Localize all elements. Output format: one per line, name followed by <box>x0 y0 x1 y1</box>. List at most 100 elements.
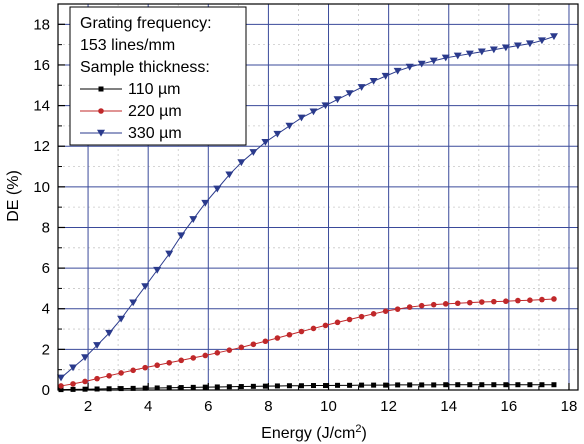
data-point <box>190 384 196 390</box>
data-point <box>322 322 329 329</box>
series-line <box>60 298 554 387</box>
data-point <box>429 57 438 65</box>
data-point <box>405 63 414 71</box>
data-point <box>286 331 293 338</box>
data-point <box>94 386 100 392</box>
data-point <box>261 138 270 146</box>
data-point <box>178 385 184 391</box>
data-point <box>549 33 558 41</box>
data-point <box>81 354 90 362</box>
data-point <box>298 328 305 335</box>
y-tick-label: 8 <box>42 219 50 236</box>
data-point <box>237 159 246 167</box>
data-point <box>226 384 232 390</box>
data-point <box>165 250 174 258</box>
data-point <box>214 384 220 390</box>
data-point <box>177 232 186 240</box>
data-point <box>393 67 402 75</box>
legend-entry: 330 µm <box>80 125 182 142</box>
data-point <box>489 46 498 54</box>
data-point <box>441 54 450 62</box>
data-point <box>202 384 208 390</box>
legend-entry: 220 µm <box>80 103 182 120</box>
data-point <box>358 313 365 320</box>
data-point <box>383 382 389 388</box>
data-point <box>274 383 280 389</box>
tick-labels: 2 4 6 8 10 12 14 16 18 0 2 4 6 8 10 12 14 16 18 <box>33 16 577 415</box>
data-point <box>189 216 198 223</box>
data-point <box>190 355 197 361</box>
data-point <box>201 199 210 207</box>
data-point <box>262 338 269 345</box>
data-point <box>309 108 318 116</box>
legend-entries: 110 µm 220 µm 330 µm <box>80 81 182 142</box>
data-point <box>394 306 401 312</box>
data-point <box>249 149 258 156</box>
y-tick-label: 12 <box>33 138 50 155</box>
data-point <box>285 122 294 130</box>
data-point <box>118 386 124 392</box>
legend-label: 220 µm <box>128 103 182 120</box>
data-point <box>321 102 330 110</box>
y-tick-label: 6 <box>42 260 50 277</box>
x-tick-label: 16 <box>501 398 518 415</box>
data-point <box>297 114 306 122</box>
plot-frame <box>57 3 579 391</box>
data-point <box>537 37 546 45</box>
series-layer <box>57 33 558 393</box>
data-point <box>381 72 390 80</box>
data-point <box>371 382 377 388</box>
data-point <box>369 78 378 85</box>
data-point <box>431 382 437 388</box>
legend-marker <box>98 86 104 92</box>
data-point <box>225 171 234 179</box>
data-point <box>310 383 316 389</box>
data-point <box>262 383 268 389</box>
data-point <box>82 378 88 385</box>
data-point <box>417 60 426 68</box>
y-axis-title: DE (%) <box>5 170 22 222</box>
data-point <box>70 381 76 387</box>
data-point <box>407 382 413 388</box>
data-point <box>323 383 329 389</box>
data-point <box>418 302 425 309</box>
data-point <box>477 48 486 56</box>
axis-ticks <box>58 3 570 391</box>
data-point <box>501 44 510 52</box>
y-tick-label: 14 <box>33 98 50 115</box>
data-point <box>141 283 150 290</box>
data-point <box>202 352 209 359</box>
data-point <box>153 266 162 274</box>
data-point <box>551 296 557 302</box>
data-point <box>178 357 185 364</box>
data-point <box>467 382 473 388</box>
x-axis-title: Energy (J/cm2) <box>261 423 367 442</box>
data-point <box>142 385 148 391</box>
data-point <box>335 382 341 388</box>
data-point <box>82 386 88 392</box>
data-point <box>238 384 244 390</box>
data-point <box>527 382 533 388</box>
data-point <box>551 382 557 388</box>
data-point <box>491 382 497 388</box>
data-point <box>214 350 221 356</box>
x-tick-label: 10 <box>320 398 337 415</box>
data-point <box>395 382 401 388</box>
data-point <box>118 370 124 376</box>
legend-marker <box>97 129 105 137</box>
data-point <box>465 50 474 58</box>
data-point <box>357 84 366 91</box>
data-point <box>443 382 449 388</box>
data-point <box>503 382 509 388</box>
data-point <box>479 382 485 388</box>
x-tick-label: 14 <box>440 398 457 415</box>
x-tick-label: 8 <box>264 398 272 415</box>
series-0 <box>58 382 557 393</box>
data-point <box>226 347 233 353</box>
data-point <box>213 185 222 193</box>
y-tick-label: 4 <box>42 301 50 318</box>
data-point <box>310 325 317 332</box>
x-tick-label: 2 <box>84 398 92 415</box>
legend-frequency-value: 153 lines/mm <box>80 37 175 54</box>
